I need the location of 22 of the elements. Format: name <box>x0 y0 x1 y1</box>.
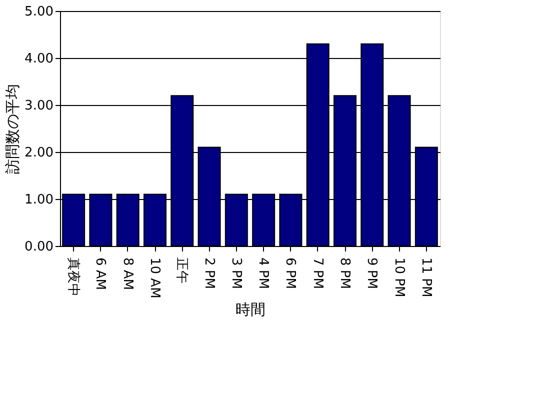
y-tick-label: 1.00 <box>24 192 54 208</box>
x-tick-label: 6 AM <box>92 258 108 290</box>
x-tick-label: 4 PM <box>256 258 271 289</box>
x-tick-label: 正午 <box>174 258 190 284</box>
x-axis-title: 時間 <box>236 300 266 318</box>
x-tick-label: 11 PM <box>418 258 434 298</box>
y-tick-label: 3.00 <box>24 98 54 114</box>
y-tick-label: 0.00 <box>24 240 54 254</box>
x-tick-label: 2 PM <box>201 258 216 289</box>
y-tick-label: 2.00 <box>24 146 54 160</box>
x-tick-label: 10 PM <box>391 258 406 298</box>
x-tick-label: 10 AM <box>147 258 162 298</box>
x-tick-label: 8 AM <box>120 258 135 290</box>
y-tick-label: 5.00 <box>24 4 54 20</box>
x-tick-label: 9 PM <box>364 258 380 289</box>
x-tick-label: 8 PM <box>337 258 352 289</box>
x-tick-label: 6 PM <box>282 258 298 289</box>
x-tick-label: 3 PM <box>228 258 244 289</box>
y-axis-title: 訪問数の平均 <box>4 84 22 174</box>
y-tick-label: 4.00 <box>24 52 54 66</box>
x-tick-label: 7 PM <box>310 258 325 289</box>
x-tick-label: 真夜中 <box>66 258 82 296</box>
